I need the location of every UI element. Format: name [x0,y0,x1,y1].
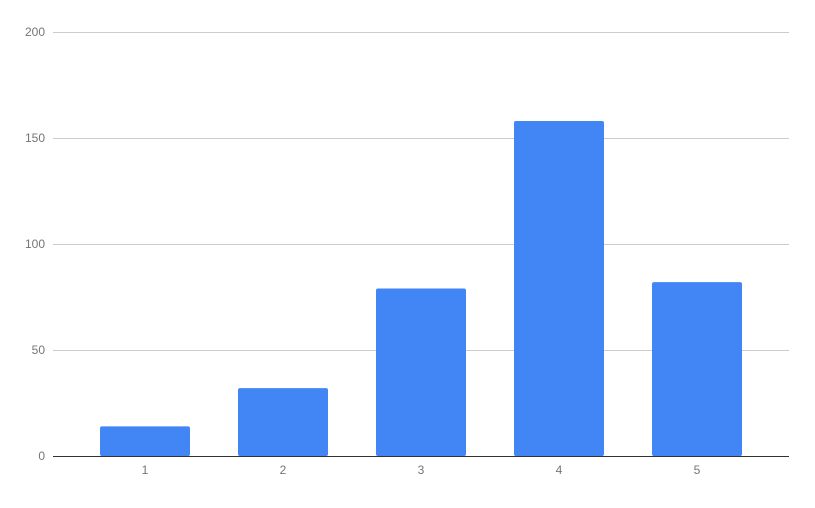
bar [376,288,466,456]
y-tick-label: 0 [38,449,45,463]
x-tick-label: 5 [694,463,701,477]
y-tick-label: 200 [25,25,45,39]
bar [652,282,742,456]
x-tick-label: 1 [142,463,149,477]
y-tick-label: 50 [32,343,46,357]
x-tick-label: 3 [418,463,425,477]
bar [238,388,328,456]
bar [514,121,604,456]
bar [100,426,190,456]
y-tick-label: 150 [25,131,45,145]
x-tick-label: 4 [556,463,563,477]
x-tick-label: 2 [280,463,287,477]
y-tick-label: 100 [25,237,45,251]
